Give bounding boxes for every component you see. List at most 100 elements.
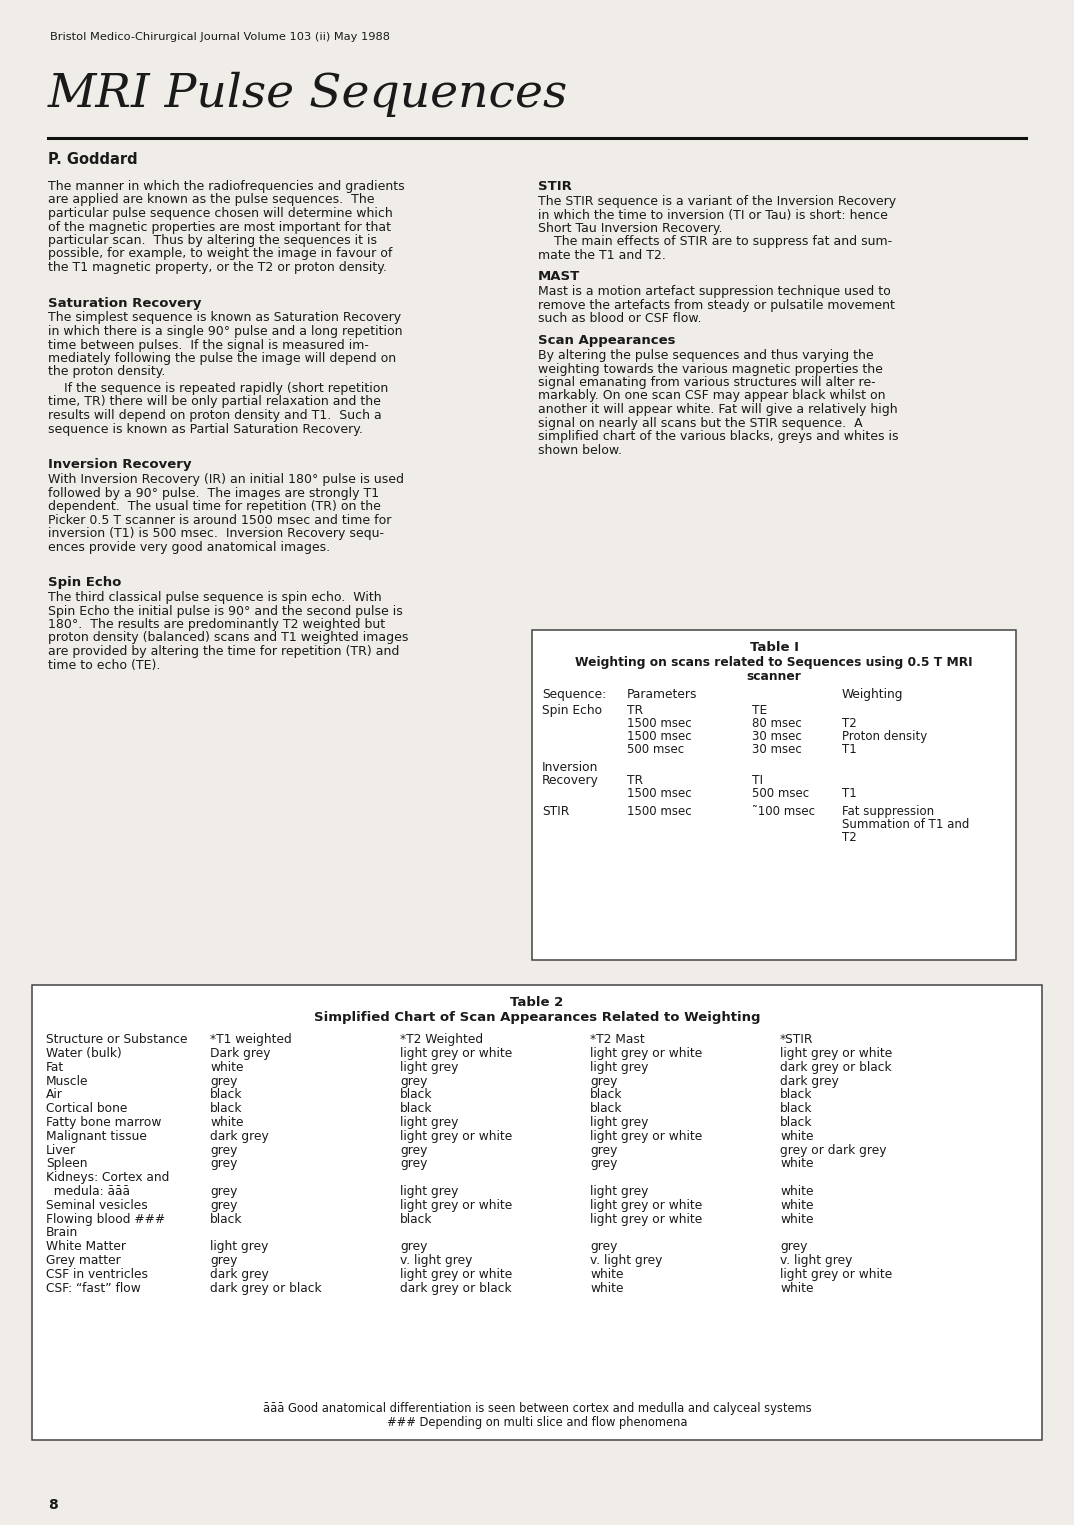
Text: The simplest sequence is known as Saturation Recovery: The simplest sequence is known as Satura… (48, 311, 401, 325)
Text: 1500 msec: 1500 msec (627, 805, 692, 817)
Text: light grey or white: light grey or white (400, 1267, 512, 1281)
Text: grey: grey (780, 1240, 808, 1254)
Text: *T2 Weighted: *T2 Weighted (400, 1032, 483, 1046)
Text: grey: grey (590, 1144, 618, 1156)
Text: light grey: light grey (400, 1185, 459, 1199)
Text: Parameters: Parameters (627, 688, 697, 702)
Text: white: white (590, 1281, 624, 1295)
Text: inversion (T1) is 500 msec.  Inversion Recovery sequ-: inversion (T1) is 500 msec. Inversion Re… (48, 528, 384, 540)
Text: Malignant tissue: Malignant tissue (46, 1130, 147, 1142)
Text: Summation of T1 and: Summation of T1 and (842, 817, 970, 831)
Text: *STIR: *STIR (780, 1032, 813, 1046)
Text: Weighting on scans related to Sequences using 0.5 T MRI: Weighting on scans related to Sequences … (576, 656, 973, 669)
Text: v. light grey: v. light grey (590, 1254, 663, 1267)
Text: Kidneys: Cortex and: Kidneys: Cortex and (46, 1171, 170, 1185)
Text: 500 msec: 500 msec (752, 787, 809, 801)
Text: shown below.: shown below. (538, 444, 622, 456)
Text: of the magnetic properties are most important for that: of the magnetic properties are most impo… (48, 221, 391, 233)
Text: black: black (780, 1089, 813, 1101)
Text: grey: grey (590, 1075, 618, 1087)
Text: light grey or white: light grey or white (400, 1048, 512, 1060)
Text: light grey or white: light grey or white (590, 1130, 702, 1142)
Text: weighting towards the various magnetic properties the: weighting towards the various magnetic p… (538, 363, 883, 375)
Text: light grey or white: light grey or white (400, 1130, 512, 1142)
Text: TI: TI (752, 775, 764, 787)
Text: 1500 msec: 1500 msec (627, 717, 692, 730)
Text: white: white (780, 1185, 813, 1199)
Text: Structure or Substance: Structure or Substance (46, 1032, 188, 1046)
Text: Liver: Liver (46, 1144, 76, 1156)
Text: light grey: light grey (400, 1061, 459, 1074)
Text: STIR: STIR (538, 180, 571, 194)
Text: particular scan.  Thus by altering the sequences it is: particular scan. Thus by altering the se… (48, 233, 377, 247)
Text: Cortical bone: Cortical bone (46, 1103, 128, 1115)
Text: such as blood or CSF flow.: such as blood or CSF flow. (538, 313, 701, 325)
Text: in which there is a single 90° pulse and a long repetition: in which there is a single 90° pulse and… (48, 325, 403, 339)
Text: 500 msec: 500 msec (627, 743, 684, 756)
Text: time between pulses.  If the signal is measured im-: time between pulses. If the signal is me… (48, 339, 368, 351)
Text: By altering the pulse sequences and thus varying the: By altering the pulse sequences and thus… (538, 349, 873, 361)
Text: light grey: light grey (590, 1116, 649, 1128)
Text: MRI Pulse Sequences: MRI Pulse Sequences (48, 72, 568, 117)
Text: the T1 magnetic property, or the T2 or proton density.: the T1 magnetic property, or the T2 or p… (48, 261, 387, 274)
Text: CSF: “fast” flow: CSF: “fast” flow (46, 1281, 141, 1295)
Text: Short Tau Inversion Recovery.: Short Tau Inversion Recovery. (538, 223, 723, 235)
Text: Table I: Table I (750, 640, 798, 654)
Text: grey: grey (400, 1075, 427, 1087)
Text: Fat suppression: Fat suppression (842, 805, 934, 817)
Text: T2: T2 (842, 717, 857, 730)
Text: The third classical pulse sequence is spin echo.  With: The third classical pulse sequence is sp… (48, 592, 381, 604)
Text: dark grey: dark grey (780, 1075, 839, 1087)
Text: light grey or white: light grey or white (400, 1199, 512, 1212)
Text: grey or dark grey: grey or dark grey (780, 1144, 886, 1156)
Text: white: white (590, 1267, 624, 1281)
Text: T2: T2 (842, 831, 857, 843)
Text: 1500 msec: 1500 msec (627, 787, 692, 801)
Text: Air: Air (46, 1089, 63, 1101)
Text: markably. On one scan CSF may appear black whilst on: markably. On one scan CSF may appear bla… (538, 389, 885, 403)
Text: signal on nearly all scans but the STIR sequence.  A: signal on nearly all scans but the STIR … (538, 416, 862, 430)
Text: grey: grey (211, 1075, 237, 1087)
Text: black: black (590, 1089, 623, 1101)
Text: grey: grey (400, 1157, 427, 1170)
Text: Mast is a motion artefact suppression technique used to: Mast is a motion artefact suppression te… (538, 285, 890, 299)
Text: Scan Appearances: Scan Appearances (538, 334, 676, 348)
Text: Picker 0.5 T scanner is around 1500 msec and time for: Picker 0.5 T scanner is around 1500 msec… (48, 514, 391, 526)
Text: *T1 weighted: *T1 weighted (211, 1032, 292, 1046)
Text: If the sequence is repeated rapidly (short repetition: If the sequence is repeated rapidly (sho… (48, 381, 388, 395)
Text: black: black (780, 1116, 813, 1128)
Text: Inversion: Inversion (542, 761, 598, 775)
Text: black: black (211, 1212, 243, 1226)
Text: results will depend on proton density and T1.  Such a: results will depend on proton density an… (48, 409, 381, 422)
Text: are provided by altering the time for repetition (TR) and: are provided by altering the time for re… (48, 645, 400, 657)
Text: Weighting: Weighting (842, 688, 903, 702)
Text: signal emanating from various structures will alter re-: signal emanating from various structures… (538, 377, 875, 389)
Text: light grey or white: light grey or white (590, 1212, 702, 1226)
Text: MAST: MAST (538, 270, 580, 284)
Text: Water (bulk): Water (bulk) (46, 1048, 121, 1060)
Text: Spin Echo the initial pulse is 90° and the second pulse is: Spin Echo the initial pulse is 90° and t… (48, 604, 403, 618)
Text: grey: grey (211, 1185, 237, 1199)
Text: āāā Good anatomical differentiation is seen between cortex and medulla and calyc: āāā Good anatomical differentiation is s… (263, 1401, 811, 1415)
Text: dark grey: dark grey (211, 1267, 268, 1281)
Text: white: white (211, 1061, 244, 1074)
Text: in which the time to inversion (TI or Tau) is short: hence: in which the time to inversion (TI or Ta… (538, 209, 888, 221)
Text: The STIR sequence is a variant of the Inversion Recovery: The STIR sequence is a variant of the In… (538, 195, 896, 207)
Text: another it will appear white. Fat will give a relatively high: another it will appear white. Fat will g… (538, 403, 898, 416)
Text: Inversion Recovery: Inversion Recovery (48, 458, 191, 471)
Text: dark grey or black: dark grey or black (400, 1281, 511, 1295)
Text: Spleen: Spleen (46, 1157, 87, 1170)
Text: light grey or white: light grey or white (590, 1048, 702, 1060)
Text: STIR: STIR (542, 805, 569, 817)
Text: White Matter: White Matter (46, 1240, 126, 1254)
Text: Recovery: Recovery (542, 775, 599, 787)
Bar (532, 630, 1016, 961)
Text: 80 msec: 80 msec (752, 717, 802, 730)
Text: light grey or white: light grey or white (780, 1267, 892, 1281)
Text: Fat: Fat (46, 1061, 64, 1074)
Text: TE: TE (752, 705, 767, 717)
Text: light grey: light grey (211, 1240, 268, 1254)
Text: black: black (400, 1212, 433, 1226)
Text: sequence is known as Partial Saturation Recovery.: sequence is known as Partial Saturation … (48, 422, 363, 436)
Text: particular pulse sequence chosen will determine which: particular pulse sequence chosen will de… (48, 207, 393, 220)
